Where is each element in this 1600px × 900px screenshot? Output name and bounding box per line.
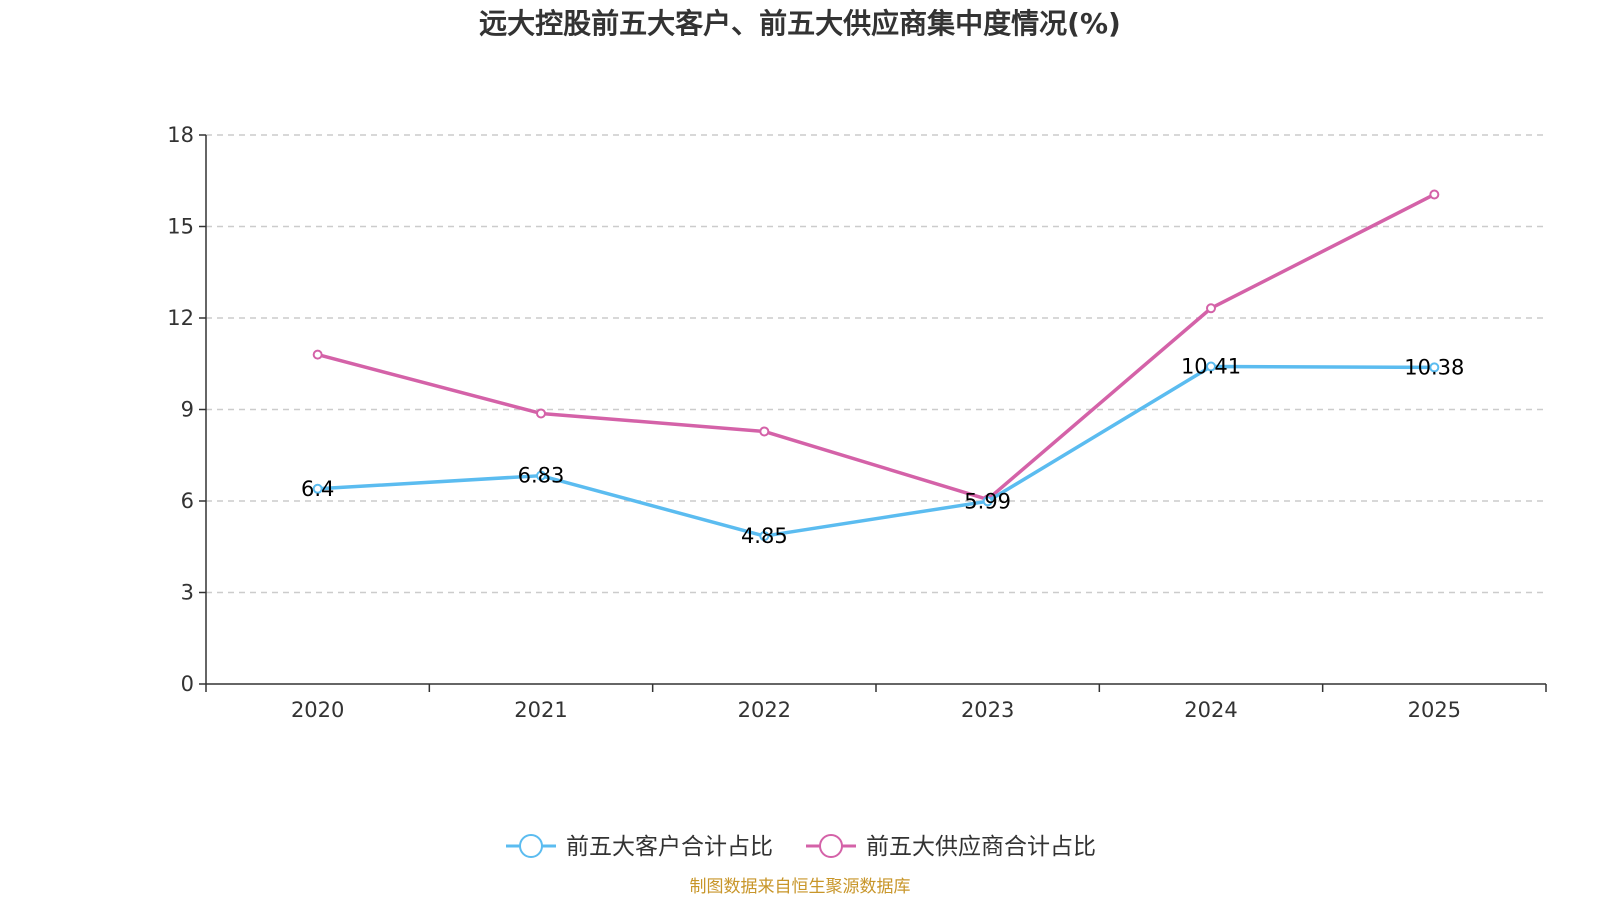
y-tick-label-9: 9 <box>181 398 194 422</box>
x-tick-label-2023: 2023 <box>961 698 1014 722</box>
series-layer <box>312 189 1440 542</box>
y-tick-label-18: 18 <box>167 123 194 147</box>
point-customers-2020[interactable] <box>312 483 323 494</box>
point-suppliers-2020[interactable] <box>312 349 323 360</box>
x-tick-label-2020: 2020 <box>291 698 344 722</box>
legend-marker-customers[interactable] <box>519 834 543 858</box>
data-label-customers-2024: 10.41 <box>1181 354 1241 378</box>
series-line-customers <box>317 364 1435 538</box>
point-customers-2022[interactable] <box>759 531 770 542</box>
legend-label-customers: 前五大客户合计占比 <box>566 834 773 860</box>
point-customers-2021[interactable] <box>536 470 546 481</box>
point-suppliers-2021[interactable] <box>536 408 546 419</box>
point-customers-2025[interactable] <box>1429 362 1440 373</box>
label-layer: 6.4 6.83 4.85 5.99 10.41 10.38 <box>301 354 1464 548</box>
y-tick-label-15: 15 <box>167 215 194 239</box>
data-label-customers-2021: 6.83 <box>518 464 565 488</box>
point-customers-2023[interactable] <box>982 496 993 507</box>
source-note: 制图数据来自恒生聚源数据库 <box>690 877 911 897</box>
legend-label-suppliers: 前五大供应商合计占比 <box>866 834 1096 860</box>
point-suppliers-2025[interactable] <box>1429 189 1440 200</box>
grid-layer <box>206 134 1546 594</box>
x-tick-label-2025: 2025 <box>1408 698 1461 722</box>
x-tick-label-2024: 2024 <box>1184 698 1237 722</box>
axis-layer: 0 3 6 9 12 15 18 2020 2021 2022 2023 2024 2025 <box>167 123 1547 722</box>
data-label-customers-2025: 10.38 <box>1404 355 1464 379</box>
point-suppliers-2024[interactable] <box>1206 303 1216 314</box>
point-customers-2024[interactable] <box>1206 361 1216 372</box>
y-tick-label-3: 3 <box>181 581 194 605</box>
x-tick-label-2021: 2021 <box>514 698 567 722</box>
data-label-customers-2023: 5.99 <box>964 489 1011 513</box>
chart-title: 远大控股前五大客户、前五大供应商集中度情况(%) <box>479 7 1121 40</box>
data-label-customers-2022: 4.85 <box>741 524 788 548</box>
y-tick-label-6: 6 <box>181 489 194 513</box>
legend: 前五大客户合计占比 前五大供应商合计占比 <box>506 834 1096 860</box>
data-label-customers-2020: 6.4 <box>301 477 334 501</box>
y-tick-label-0: 0 <box>181 672 194 696</box>
y-tick-label-12: 12 <box>167 306 194 330</box>
legend-marker-suppliers[interactable] <box>819 834 843 858</box>
series-line-suppliers <box>317 192 1436 502</box>
x-tick-label-2022: 2022 <box>738 698 791 722</box>
point-suppliers-2022[interactable] <box>759 426 770 437</box>
